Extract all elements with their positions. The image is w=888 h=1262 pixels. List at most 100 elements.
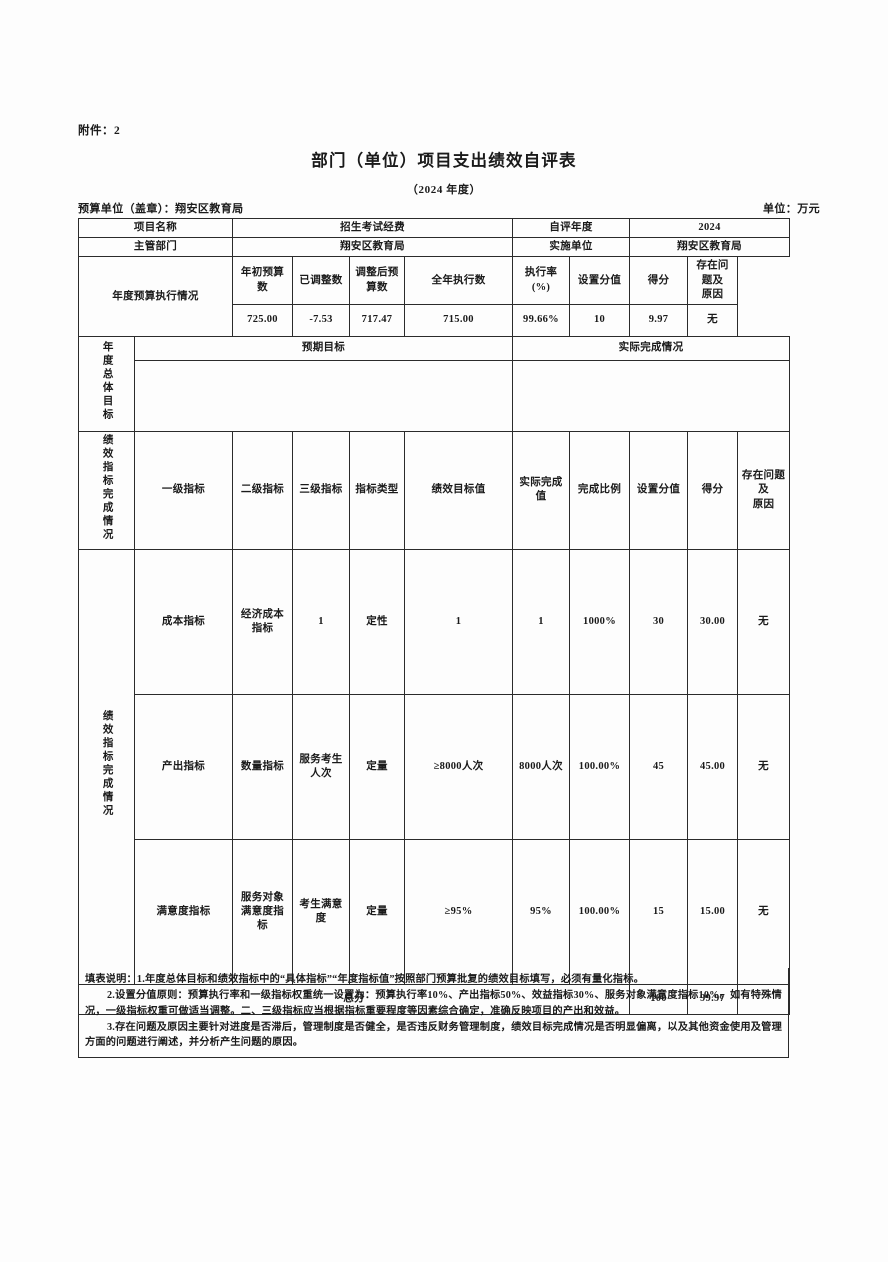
indicator-level1: 成本指标: [133, 549, 234, 696]
indicator-header-level1: 一级指标: [133, 430, 234, 551]
annual-goal-label-text: 年度总体目标: [101, 340, 113, 422]
table-row: 满意度指标 服务对象满意度指标 考生满意度 定量 ≥95% 95% 100.00…: [79, 839, 791, 986]
table-row-annual-goal-headers: 年度总体目标 预期目标 实际完成情况: [78, 335, 791, 432]
indicator-score: 30.00: [687, 549, 739, 696]
indicator-header-problems-line1: 存在问题及: [741, 470, 786, 496]
budget-header-annual-execution: 全年执行数: [404, 256, 514, 305]
indicator-type: 定量: [349, 839, 406, 986]
budget-value-problems: 无: [687, 303, 739, 337]
indicator-type: 定量: [349, 694, 406, 841]
indicator-level3: 1: [292, 549, 351, 696]
indicator-level2: 经济成本指标: [232, 549, 294, 696]
indicator-section-label-top-text: 绩效指标完成情况: [101, 433, 113, 542]
project-name-label: 项目名称: [77, 217, 234, 239]
indicator-actual-value: 95%: [512, 839, 571, 986]
indicator-level3: 考生满意度: [292, 839, 351, 986]
indicator-actual-value: 1: [512, 549, 571, 696]
indicator-header-level2: 二级指标: [232, 430, 294, 551]
indicator-section-label-body: 绩效指标完成情况: [78, 549, 135, 986]
indicator-header-problems: 存在问题及 原因: [737, 430, 791, 551]
total-label: 总分: [77, 984, 631, 1016]
indicator-set-score: 45: [629, 694, 689, 841]
indicator-set-score: 15: [629, 839, 689, 986]
indicator-completion-ratio: 100.00%: [569, 694, 631, 841]
indicator-problems: 无: [737, 839, 791, 986]
indicator-level2: 数量指标: [232, 694, 294, 841]
amount-unit-line: 单位：万元: [763, 203, 820, 215]
note-line-1: 填表说明：1.年度总体目标和绩效指标中的“具体指标”“年度指标值”按照部门预算批…: [85, 974, 644, 985]
budget-value-score: 9.97: [629, 303, 689, 337]
budget-header-problems: 存在问题及 原因: [687, 256, 739, 305]
indicator-level1: 产出指标: [133, 694, 234, 841]
indicator-target-value: ≥8000人次: [404, 694, 514, 841]
indicator-target-value: 1: [404, 549, 514, 696]
table-row-project-name: 项目名称 招生考试经费 自评年度 2024: [77, 217, 791, 239]
page-title: 部门（单位）项目支出绩效自评表: [311, 151, 577, 170]
indicator-score: 45.00: [687, 694, 739, 841]
indicator-header-set-score: 设置分值: [629, 430, 689, 551]
annual-goal-actual-value: [512, 359, 791, 432]
indicator-header-actual-value: 实际完成值: [512, 430, 571, 551]
indicator-header-level3: 三级指标: [292, 430, 351, 551]
table-row-indicator-headers: 绩效指标完成情况 一级指标 二级指标 三级指标 指标类型 绩效目标值 实际完成值…: [78, 430, 791, 551]
total-set-score: 100: [629, 984, 689, 1016]
budget-unit-line: 预算单位（盖章）：翔安区教育局: [78, 203, 244, 215]
budget-header-problems-line2: 原因: [701, 288, 724, 300]
annual-goal-expected-value: [133, 359, 514, 432]
budget-value-initial: 725.00: [232, 303, 294, 337]
table-row-supervising-dept: 主管部门 翔安区教育局 实施单位 翔安区教育局: [77, 237, 791, 258]
indicator-header-completion-ratio: 完成比例: [569, 430, 631, 551]
indicator-level1: 满意度指标: [133, 839, 234, 986]
indicator-completion-ratio: 100.00%: [569, 839, 631, 986]
indicator-completion-ratio: 1000%: [569, 549, 631, 696]
budget-header-set-score: 设置分值: [569, 256, 631, 305]
budget-value-annual-execution: 715.00: [404, 303, 514, 337]
annual-goal-expected-header: 预期目标: [133, 335, 514, 361]
budget-value-adjusted-amount: -7.53: [292, 303, 351, 337]
implementing-unit-label: 实施单位: [512, 237, 631, 258]
budget-header-problems-line1: 存在问题及: [696, 260, 729, 286]
indicator-section-label-body-text: 绩效指标完成情况: [101, 710, 113, 819]
indicator-section-label-top: 绩效指标完成情况: [78, 430, 135, 551]
indicator-header-type: 指标类型: [349, 430, 406, 551]
indicator-problems: 无: [737, 694, 791, 841]
project-name-value: 招生考试经费: [232, 217, 514, 239]
attachment-label: 附件：2: [78, 125, 121, 137]
indicator-header-target-value: 绩效目标值: [404, 430, 514, 551]
form-notes: 填表说明：1.年度总体目标和绩效指标中的“具体指标”“年度指标值”按照部门预算批…: [78, 968, 789, 1059]
performance-self-evaluation-table: 项目名称 招生考试经费 自评年度 2024 主管部门 翔安区教育局 实施单位 翔…: [77, 217, 791, 1016]
table-row-budget-execution-headers: 年度预算执行情况 年初预算数 已调整数 调整后预算数 全年执行数 执行率(%) …: [77, 256, 790, 337]
note-line-3: 3.存在问题及原因主要针对进度是否滞后，管理制度是否健全，是否违反财务管理制度，…: [85, 1021, 782, 1049]
implementing-unit-value: 翔安区教育局: [629, 237, 791, 258]
indicator-level2: 服务对象满意度指标: [232, 839, 294, 986]
annual-goal-label: 年度总体目标: [78, 335, 135, 432]
table-row-total: 总分 100 99.97: [77, 984, 791, 1016]
indicator-level3: 服务考生人次: [292, 694, 351, 841]
budget-value-execution-rate: 99.66%: [512, 303, 571, 337]
indicator-type: 定性: [349, 549, 406, 696]
budget-header-initial: 年初预算数: [232, 256, 294, 305]
indicator-header-score: 得分: [687, 430, 739, 551]
page-subtitle: （2024 年度）: [406, 184, 482, 196]
indicator-header-problems-line2: 原因: [752, 498, 775, 510]
indicator-score: 15.00: [687, 839, 739, 986]
supervising-dept-label: 主管部门: [77, 237, 234, 258]
budget-execution-label: 年度预算执行情况: [77, 256, 234, 337]
budget-value-set-score: 10: [569, 303, 631, 337]
budget-header-adjusted-amount: 已调整数: [292, 256, 351, 305]
budget-header-execution-rate: 执行率(%): [512, 256, 571, 305]
total-problems: [737, 984, 791, 1016]
table-row-budget-execution-values: 725.00 -7.53 717.47 715.00 99.66% 10 9.9…: [79, 303, 790, 337]
note-line-2: 2.设置分值原则：预算执行率和一级指标权重统一设置为：预算执行率10%、产出指标…: [85, 990, 782, 1017]
budget-header-after-adjustment: 调整后预算数: [349, 256, 406, 305]
indicator-problems: 无: [737, 549, 791, 696]
indicator-target-value: ≥95%: [404, 839, 514, 986]
table-row: 产出指标 数量指标 服务考生人次 定量 ≥8000人次 8000人次 100.0…: [79, 694, 791, 841]
indicator-actual-value: 8000人次: [512, 694, 571, 841]
budget-header-score: 得分: [629, 256, 689, 305]
table-row-annual-goal-values: [79, 359, 791, 432]
self-eval-year-value: 2024: [629, 217, 791, 239]
table-row: 绩效指标完成情况 成本指标 经济成本指标 1 定性 1 1 1000% 30 3…: [78, 549, 791, 986]
total-score: 99.97: [687, 984, 739, 1016]
